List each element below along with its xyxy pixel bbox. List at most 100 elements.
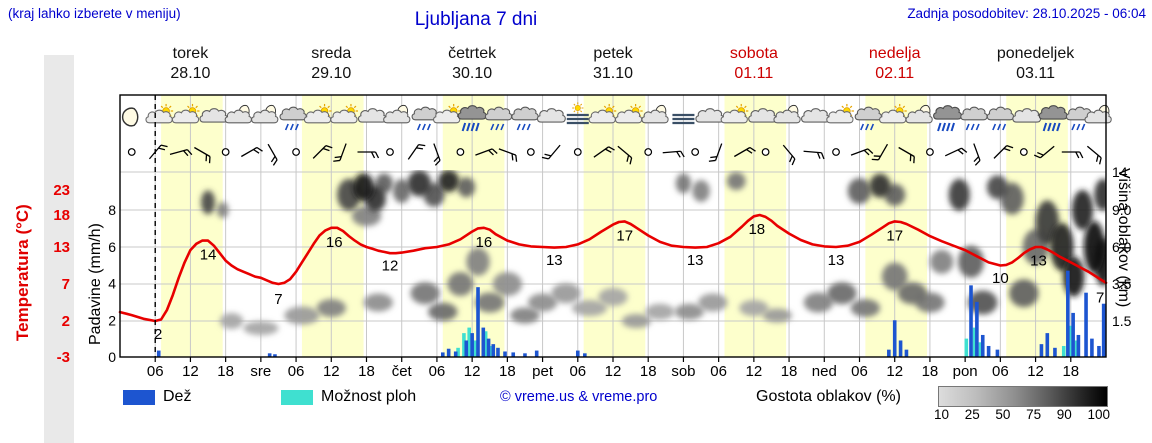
weather-icon-cloud: [536, 108, 566, 123]
cloud-height-tick-labels: 14 9.0 6.0 3.5 1.5: [1112, 164, 1132, 329]
wind-barb-icon: [593, 146, 615, 158]
wind-calm-icon: [926, 148, 934, 156]
temperature-tick: 23: [53, 182, 70, 199]
wind-barb-icon: [1034, 145, 1055, 159]
last-update-text: Zadnja posodobitev: 28.10.2025 - 06:04: [907, 6, 1146, 21]
wind-calm-icon: [1019, 148, 1028, 156]
wind-barb-icon: [433, 143, 441, 166]
day-date: 31.10: [592, 65, 634, 82]
day-header-nedelja: nedelja 02.11: [820, 44, 970, 84]
precipitation-tick: 8: [108, 202, 116, 218]
weather-icon-sun-cloud: [330, 103, 359, 124]
day-date: 28.10: [170, 65, 211, 82]
temperature-tick: 2: [62, 313, 70, 330]
rain-legend-swatch: [123, 390, 155, 405]
svg-text:13: 13: [1030, 253, 1047, 270]
weather-icon-sun-cloud: [720, 103, 749, 124]
weather-icon-moon-cloud: [383, 104, 411, 124]
weather-icon-cloud-rain-heavy: [1038, 105, 1068, 132]
cloud-height-axis-label: Višina oblakov (km): [1115, 168, 1132, 308]
day-header-četrtek: četrtek 30.10: [397, 44, 547, 84]
wind-calm-icon: [456, 148, 465, 156]
wind-barb-icon: [973, 143, 981, 166]
day-date: 30.10: [452, 65, 493, 82]
day-header-petek: petek 31.10: [538, 44, 688, 84]
day-name: sobota: [729, 45, 778, 62]
weather-icon-cloud: [801, 108, 830, 123]
time-tick-label: 06: [288, 363, 305, 380]
weather-icon-moon: [121, 107, 139, 127]
time-tick-label: čet: [392, 363, 413, 380]
day-name: petek: [593, 45, 633, 62]
time-tick-label: ned: [812, 363, 837, 380]
precipitation-tick: 6: [108, 239, 116, 255]
day-name: torek: [172, 45, 209, 62]
weather-icon-sun-cloud: [826, 103, 854, 124]
weather-icon-moon-cloud: [251, 104, 279, 124]
time-tick-label: 12: [746, 363, 763, 380]
wind-calm-icon: [832, 148, 840, 156]
wind-barb-icon: [169, 149, 193, 157]
wind-calm-icon: [386, 148, 394, 156]
day-name: nedelja: [868, 45, 921, 62]
wind-barb-icon: [498, 148, 518, 162]
day-name: četrtek: [448, 45, 497, 62]
precipitation-bars: [156, 270, 1106, 357]
wind-barb-icon: [1086, 145, 1102, 165]
svg-text:13: 13: [546, 252, 563, 269]
temperature-curve: [118, 213, 1108, 323]
wind-calm-icon: [221, 148, 230, 156]
density-scale-value: 25: [964, 407, 980, 422]
day-header-torek: torek 28.10: [115, 44, 265, 84]
wind-calm-icon: [127, 148, 136, 156]
svg-text:7: 7: [274, 291, 282, 308]
weather-icon-cloud-rain-heavy: [457, 105, 487, 132]
wind-barb-icon: [850, 148, 874, 156]
wind-barb-icon: [475, 148, 498, 156]
precipitation-tick: 2: [108, 312, 116, 328]
cloud-height-tick: 6.0: [1112, 239, 1132, 255]
time-tick-label: 06: [147, 363, 164, 380]
svg-text:17: 17: [616, 227, 633, 244]
wind-barb-icon: [194, 146, 211, 164]
wind-barb-icon: [541, 144, 561, 160]
weather-icon-sun-cloud: [879, 103, 907, 124]
wind-barb-icon: [267, 143, 278, 166]
wind-calm-icon: [761, 148, 770, 156]
temperature-tick-labels: 23 18 13 7 2 -3: [53, 182, 70, 366]
weather-icon-moon-cloud: [773, 104, 801, 124]
svg-text:7: 7: [1096, 289, 1104, 306]
wind-barb-icon: [312, 145, 333, 159]
time-tick-label: 06: [851, 363, 868, 380]
time-tick-label: 18: [358, 363, 375, 380]
time-tick-label: 18: [1062, 363, 1079, 380]
precipitation-axis-label: Padavine (mm/h): [87, 223, 104, 345]
svg-text:14: 14: [200, 246, 217, 263]
wind-calm-icon: [644, 148, 653, 156]
precipitation-tick: 4: [108, 276, 116, 292]
density-scale-value: 100: [1087, 407, 1110, 422]
weather-icon-sun-cloud: [615, 103, 643, 124]
wind-barb-icon: [240, 146, 263, 158]
temperature-tick: 18: [53, 207, 70, 224]
showers-legend-swatch: [281, 390, 313, 405]
weather-icon-cloud-rain: [986, 106, 1014, 131]
time-axis-labels: 06 12 18 sre 06 12 18 čet 06 12 18 pet 06 12 18 sob 06 12…: [147, 357, 1079, 380]
day-date: 02.11: [875, 65, 915, 82]
rain-legend-label: Dež: [163, 388, 192, 405]
time-tick-label: 06: [710, 363, 727, 380]
time-tick-label: 18: [640, 363, 657, 380]
wind-barb-icon: [782, 144, 796, 166]
weather-icon-moon-cloud: [224, 104, 252, 124]
wind-barb-icon: [407, 143, 426, 160]
cloud-height-tick: 9.0: [1112, 202, 1132, 218]
time-tick-label: 12: [182, 363, 199, 380]
day-header-sreda: sreda 29.10: [256, 44, 406, 84]
svg-text:16: 16: [326, 234, 343, 251]
cloud-height-tick: 14: [1112, 164, 1128, 180]
wind-barb-icon: [803, 150, 825, 160]
wind-calm-icon: [526, 148, 535, 156]
credit-link[interactable]: © vreme.us & vreme.pro: [500, 389, 658, 405]
time-tick-label: 06: [992, 363, 1009, 380]
